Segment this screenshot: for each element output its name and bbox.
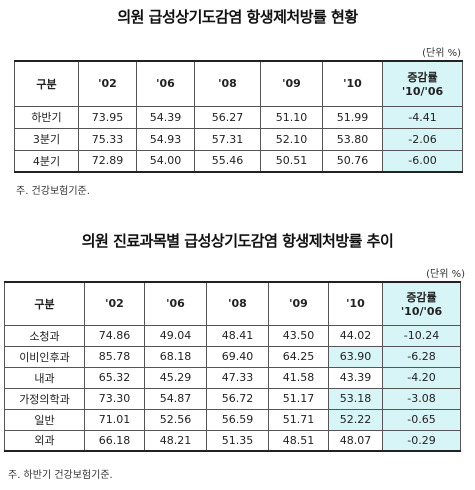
cell: 55.46 xyxy=(194,149,261,173)
cell: 52.56 xyxy=(144,408,207,431)
table-row: 소청과 74.86 49.04 48.41 43.50 44.02 -10.24 xyxy=(4,324,461,347)
cell: 74.86 xyxy=(84,324,145,347)
table2: 구분 '02 '06 '08 '09 '10 증감률 '10/'06 소청과 7… xyxy=(4,281,461,452)
cell: 48.41 xyxy=(206,324,269,347)
cell: 43.50 xyxy=(268,324,329,347)
header-08: '08 xyxy=(206,281,269,326)
cell: 66.18 xyxy=(84,429,145,452)
row-label: 이비인후과 xyxy=(4,345,85,368)
change-cell: -3.08 xyxy=(382,387,461,410)
change-cell: -10.24 xyxy=(382,324,461,347)
table-row: 4분기 72.89 54.00 55.46 50.51 50.76 -6.00 xyxy=(14,149,463,173)
cell: 50.51 xyxy=(260,149,323,173)
table2-unit: (단위 %) xyxy=(426,269,465,280)
row-label: 소청과 xyxy=(4,324,85,347)
change-cell: -0.29 xyxy=(382,429,461,452)
change-cell: -6.00 xyxy=(382,149,463,173)
cell: 53.80 xyxy=(322,127,383,151)
cell: 51.17 xyxy=(268,387,329,410)
table1-header-row: 구분 '02 '06 '08 '09 '10 증감률 '10/'06 xyxy=(14,60,463,107)
cell: 45.29 xyxy=(144,366,207,389)
cell: 54.00 xyxy=(136,149,195,173)
table-row: 이비인후과 85.78 68.18 69.40 64.25 63.90 -6.2… xyxy=(4,345,461,368)
table-row: 가정의학과 73.30 54.87 56.72 51.17 53.18 -3.0… xyxy=(4,387,461,410)
cell: 51.71 xyxy=(268,408,329,431)
cell: 73.95 xyxy=(78,105,137,129)
header-category: 구분 xyxy=(4,281,85,326)
cell: 51.10 xyxy=(260,105,323,129)
cell: 64.25 xyxy=(268,345,329,368)
cell: 51.35 xyxy=(206,429,269,452)
header-change: 증감률 '10/'06 xyxy=(382,281,461,326)
table1-note: 주. 건강보험기준. xyxy=(16,186,90,197)
row-label: 일반 xyxy=(4,408,85,431)
table1: 구분 '02 '06 '08 '09 '10 증감률 '10/'06 하반기 7… xyxy=(14,60,463,173)
cell: 57.31 xyxy=(194,127,261,151)
table-row: 외과 66.18 48.21 51.35 48.51 48.07 -0.29 xyxy=(4,429,461,452)
cell: 47.33 xyxy=(206,366,269,389)
header-10: '10 xyxy=(322,60,383,107)
cell: 56.59 xyxy=(206,408,269,431)
cell: 51.99 xyxy=(322,105,383,129)
cell: 63.90 xyxy=(328,345,383,368)
cell: 54.93 xyxy=(136,127,195,151)
table1-unit: (단위 %) xyxy=(422,48,461,59)
row-label: 외과 xyxy=(4,429,85,452)
cell: 53.18 xyxy=(328,387,383,410)
cell: 54.39 xyxy=(136,105,195,129)
header-02: '02 xyxy=(78,60,137,107)
table1-title: 의원 급성상기도감염 항생제처방률 현황 xyxy=(117,8,358,26)
cell: 85.78 xyxy=(84,345,145,368)
cell: 48.21 xyxy=(144,429,207,452)
change-cell: -6.28 xyxy=(382,345,461,368)
table-row: 하반기 73.95 54.39 56.27 51.10 51.99 -4.41 xyxy=(14,105,463,129)
change-cell: -2.06 xyxy=(382,127,463,151)
row-label: 내과 xyxy=(4,366,85,389)
cell: 71.01 xyxy=(84,408,145,431)
cell: 52.22 xyxy=(328,408,383,431)
row-label: 4분기 xyxy=(14,149,79,173)
cell: 48.51 xyxy=(268,429,329,452)
table-row: 내과 65.32 45.29 47.33 41.58 43.39 -4.20 xyxy=(4,366,461,389)
row-label: 가정의학과 xyxy=(4,387,85,410)
cell: 68.18 xyxy=(144,345,207,368)
header-10: '10 xyxy=(328,281,383,326)
header-08: '08 xyxy=(194,60,261,107)
row-label: 하반기 xyxy=(14,105,79,129)
table2-header-row: 구분 '02 '06 '08 '09 '10 증감률 '10/'06 xyxy=(4,281,461,326)
cell: 54.87 xyxy=(144,387,207,410)
cell: 41.58 xyxy=(268,366,329,389)
cell: 44.02 xyxy=(328,324,383,347)
cell: 72.89 xyxy=(78,149,137,173)
header-06: '06 xyxy=(136,60,195,107)
row-label: 3분기 xyxy=(14,127,79,151)
cell: 50.76 xyxy=(322,149,383,173)
cell: 73.30 xyxy=(84,387,145,410)
cell: 56.27 xyxy=(194,105,261,129)
table2-title: 의원 진료과목별 급성상기도감염 항생제처방률 추이 xyxy=(81,232,394,250)
table2-note: 주. 하반기 건강보험기준. xyxy=(8,470,113,481)
cell: 75.33 xyxy=(78,127,137,151)
cell: 43.39 xyxy=(328,366,383,389)
change-cell: -0.65 xyxy=(382,408,461,431)
header-category: 구분 xyxy=(14,60,79,107)
header-change: 증감률 '10/'06 xyxy=(382,60,463,107)
cell: 56.72 xyxy=(206,387,269,410)
header-06: '06 xyxy=(144,281,207,326)
cell: 48.07 xyxy=(328,429,383,452)
cell: 69.40 xyxy=(206,345,269,368)
cell: 52.10 xyxy=(260,127,323,151)
table-row: 3분기 75.33 54.93 57.31 52.10 53.80 -2.06 xyxy=(14,127,463,151)
header-02: '02 xyxy=(84,281,145,326)
cell: 49.04 xyxy=(144,324,207,347)
change-cell: -4.41 xyxy=(382,105,463,129)
table-row: 일반 71.01 52.56 56.59 51.71 52.22 -0.65 xyxy=(4,408,461,431)
change-cell: -4.20 xyxy=(382,366,461,389)
header-09: '09 xyxy=(268,281,329,326)
cell: 65.32 xyxy=(84,366,145,389)
header-09: '09 xyxy=(260,60,323,107)
